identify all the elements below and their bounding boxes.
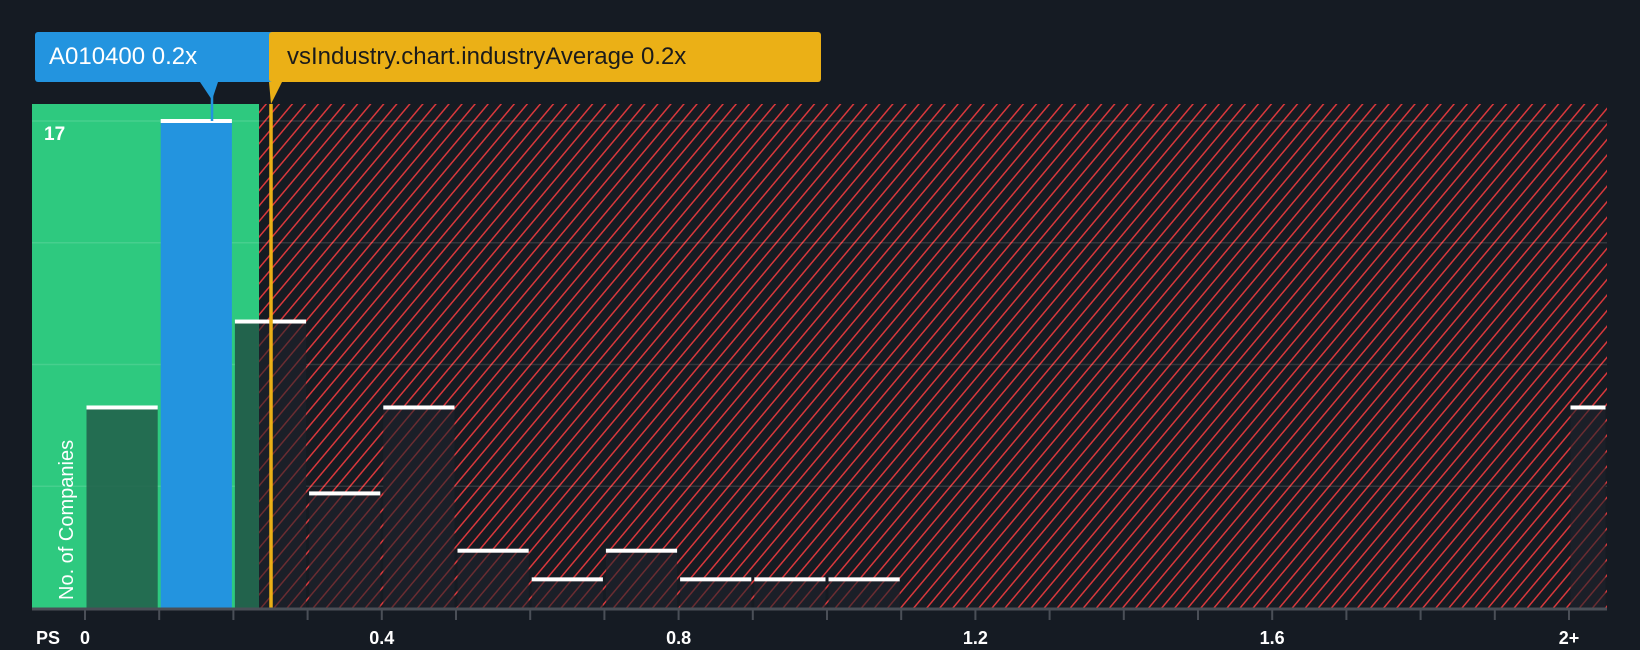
y-axis-label: No. of Companies <box>56 439 78 600</box>
histogram-bar <box>605 548 678 608</box>
y-max-label: 17 <box>44 124 66 145</box>
histogram-bar <box>457 548 529 608</box>
histogram-bar <box>828 577 900 608</box>
company-tooltip: A010400 0.2x <box>35 32 275 82</box>
histogram-bar <box>309 491 381 608</box>
x-tick-label: 1.6 <box>1259 628 1285 648</box>
x-axis-label: PS <box>36 628 61 648</box>
bars <box>86 82 1606 608</box>
histogram-bar <box>86 405 158 608</box>
histogram-bar <box>160 119 232 608</box>
x-tick-label: 0 <box>79 628 91 648</box>
x-axis <box>32 607 1607 620</box>
histogram-bar <box>680 577 752 608</box>
x-tick-label: 2+ <box>1558 628 1580 648</box>
histogram-bar <box>754 577 826 608</box>
x-tick-label: 1.2 <box>962 628 988 648</box>
industry-average-tooltip: vsIndustry.chart.industryAverage 0.2x <box>269 32 821 82</box>
histogram-bar <box>1570 405 1606 608</box>
valuation-zones <box>32 104 1607 608</box>
x-tick-label: 0.4 <box>369 628 395 648</box>
histogram-bar <box>383 405 455 608</box>
histogram-bar <box>531 577 603 608</box>
x-tick-label: 0.8 <box>666 628 692 648</box>
overvalued-zone <box>259 104 1607 608</box>
